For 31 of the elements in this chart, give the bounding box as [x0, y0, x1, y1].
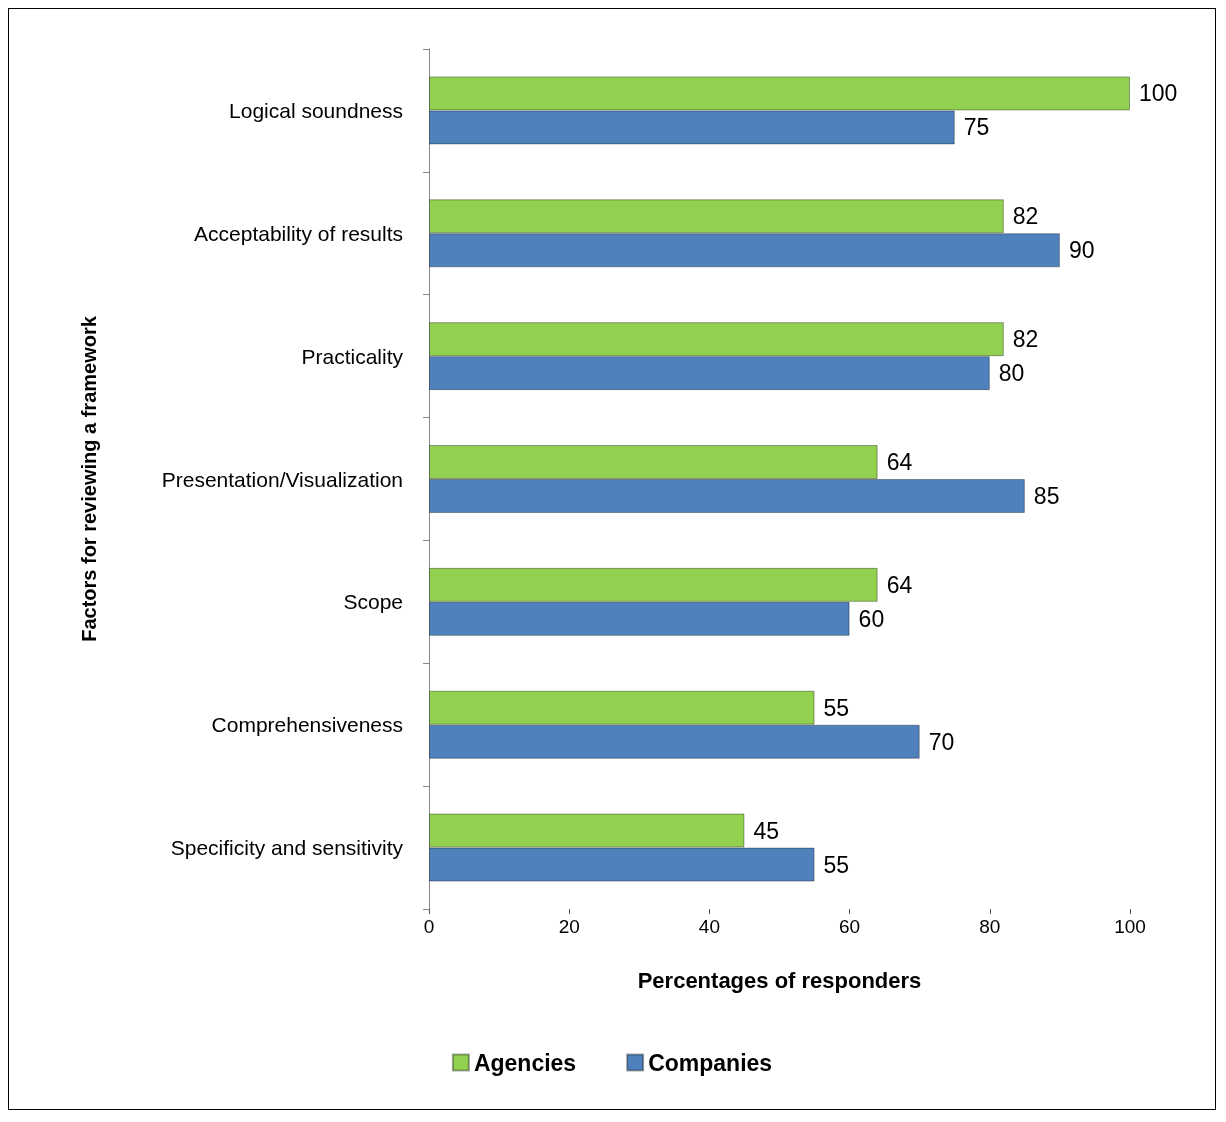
y-tick-label: Presentation/Visualization — [161, 467, 403, 491]
data-label: 60 — [858, 605, 885, 632]
data-label: 64 — [886, 449, 913, 475]
data-label: 55 — [823, 694, 850, 721]
y-tick-label: Logical soundness — [229, 98, 403, 122]
data-label: 55 — [823, 851, 850, 878]
x-tick-label: 100 — [1114, 916, 1146, 937]
data-label: 45 — [753, 817, 780, 844]
legend-label: Agencies — [473, 1049, 577, 1076]
data-label: 80 — [998, 360, 1025, 387]
x-tick-label: 60 — [839, 916, 861, 937]
y-axis-title: Factors for reviewing a framework — [78, 315, 100, 642]
data-label: 85 — [1033, 483, 1060, 509]
data-label: 82 — [1012, 203, 1039, 230]
data-label: 90 — [1068, 237, 1095, 264]
legend-label: Companies — [648, 1049, 773, 1076]
x-tick-label: 0 — [423, 916, 435, 937]
y-tick-label: Practicality — [301, 344, 404, 368]
y-tick-label: Specificity and sensitivity — [170, 836, 404, 860]
x-tick-label: 80 — [979, 916, 1001, 937]
x-axis-title: Percentages of responders — [637, 967, 922, 993]
data-label: 82 — [1012, 326, 1039, 353]
y-tick-label: Acceptability of results — [194, 221, 403, 245]
data-label: 64 — [886, 571, 913, 598]
data-label: 100 — [1139, 80, 1178, 107]
data-label: 75 — [963, 114, 990, 141]
x-tick-label: 20 — [558, 916, 580, 937]
y-tick-label: Comprehensiveness — [211, 713, 403, 737]
data-label: 70 — [928, 728, 955, 755]
x-tick-label: 40 — [698, 916, 720, 937]
y-tick-label: Scope — [343, 590, 403, 614]
